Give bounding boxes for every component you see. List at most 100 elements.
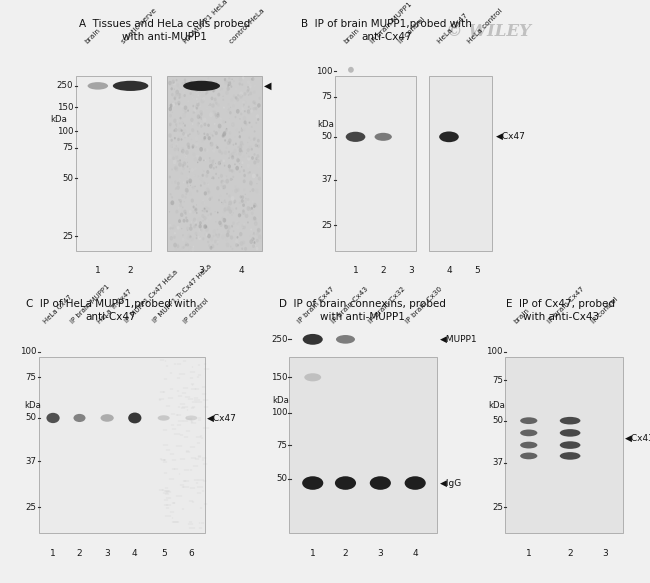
Ellipse shape xyxy=(227,209,229,211)
Ellipse shape xyxy=(178,128,181,132)
Ellipse shape xyxy=(201,119,202,120)
Ellipse shape xyxy=(243,110,245,113)
Ellipse shape xyxy=(226,239,227,241)
Ellipse shape xyxy=(231,208,233,212)
Ellipse shape xyxy=(238,171,239,173)
Ellipse shape xyxy=(194,224,198,228)
Ellipse shape xyxy=(179,203,182,208)
Ellipse shape xyxy=(243,128,246,131)
Ellipse shape xyxy=(254,234,255,236)
Ellipse shape xyxy=(241,107,244,110)
Ellipse shape xyxy=(220,121,222,124)
Ellipse shape xyxy=(230,97,233,101)
Ellipse shape xyxy=(187,110,189,112)
Ellipse shape xyxy=(174,181,177,185)
Ellipse shape xyxy=(227,84,229,87)
Ellipse shape xyxy=(243,223,246,226)
Ellipse shape xyxy=(207,215,209,216)
Ellipse shape xyxy=(187,185,188,187)
Ellipse shape xyxy=(198,129,201,132)
Ellipse shape xyxy=(207,77,209,79)
Text: 25: 25 xyxy=(492,503,503,512)
Ellipse shape xyxy=(174,97,176,100)
Ellipse shape xyxy=(241,108,244,113)
Ellipse shape xyxy=(254,160,257,164)
Ellipse shape xyxy=(439,132,459,142)
Ellipse shape xyxy=(211,163,214,166)
Ellipse shape xyxy=(244,159,245,160)
Text: kDa: kDa xyxy=(50,115,67,124)
Ellipse shape xyxy=(235,239,239,243)
Ellipse shape xyxy=(176,83,179,87)
Ellipse shape xyxy=(183,181,185,184)
Text: kDa: kDa xyxy=(317,120,334,129)
Ellipse shape xyxy=(214,240,217,243)
Ellipse shape xyxy=(245,198,246,199)
Ellipse shape xyxy=(247,80,250,85)
Ellipse shape xyxy=(250,109,253,113)
Ellipse shape xyxy=(258,237,262,242)
Ellipse shape xyxy=(209,164,213,168)
Text: 37: 37 xyxy=(492,458,503,467)
Ellipse shape xyxy=(214,123,216,125)
Ellipse shape xyxy=(175,123,177,126)
Ellipse shape xyxy=(185,416,198,420)
Ellipse shape xyxy=(194,157,198,161)
Ellipse shape xyxy=(213,167,215,170)
Ellipse shape xyxy=(191,178,192,180)
Ellipse shape xyxy=(168,107,172,111)
Ellipse shape xyxy=(220,184,224,188)
Ellipse shape xyxy=(228,201,232,205)
Ellipse shape xyxy=(194,213,195,214)
Ellipse shape xyxy=(211,244,214,248)
Text: © WILEY: © WILEY xyxy=(446,23,530,40)
Text: IP control: IP control xyxy=(591,296,619,324)
Ellipse shape xyxy=(237,222,239,224)
Ellipse shape xyxy=(172,146,173,148)
Ellipse shape xyxy=(188,247,192,252)
Ellipse shape xyxy=(220,195,222,196)
Ellipse shape xyxy=(211,97,213,100)
Ellipse shape xyxy=(184,82,186,84)
Ellipse shape xyxy=(223,175,227,180)
Ellipse shape xyxy=(194,232,198,236)
Ellipse shape xyxy=(196,103,200,107)
Ellipse shape xyxy=(187,175,190,178)
Ellipse shape xyxy=(205,148,209,152)
Ellipse shape xyxy=(196,238,199,241)
Ellipse shape xyxy=(239,92,243,96)
Ellipse shape xyxy=(176,213,177,214)
Ellipse shape xyxy=(199,236,201,238)
Ellipse shape xyxy=(253,107,255,110)
Text: IP brain Cx30: IP brain Cx30 xyxy=(404,286,443,324)
Ellipse shape xyxy=(239,77,242,82)
Ellipse shape xyxy=(209,132,211,135)
Ellipse shape xyxy=(177,182,180,185)
Ellipse shape xyxy=(215,101,218,105)
Ellipse shape xyxy=(170,236,173,241)
Ellipse shape xyxy=(191,128,194,132)
Ellipse shape xyxy=(227,159,228,160)
Text: 3: 3 xyxy=(378,549,384,558)
Ellipse shape xyxy=(244,121,246,124)
Ellipse shape xyxy=(202,85,204,88)
Ellipse shape xyxy=(186,227,189,231)
Ellipse shape xyxy=(255,143,257,147)
Ellipse shape xyxy=(170,202,172,205)
Ellipse shape xyxy=(218,173,220,175)
Ellipse shape xyxy=(189,210,192,213)
FancyBboxPatch shape xyxy=(289,357,437,533)
Ellipse shape xyxy=(198,216,201,220)
Ellipse shape xyxy=(237,111,238,113)
Text: HA-MUPP1 HeLa: HA-MUPP1 HeLa xyxy=(182,0,229,44)
Ellipse shape xyxy=(239,145,242,149)
Ellipse shape xyxy=(184,106,187,110)
Ellipse shape xyxy=(190,198,194,203)
Ellipse shape xyxy=(178,199,179,201)
Ellipse shape xyxy=(196,212,198,214)
Ellipse shape xyxy=(183,129,187,133)
Ellipse shape xyxy=(256,174,258,177)
Ellipse shape xyxy=(205,93,207,96)
Ellipse shape xyxy=(200,229,203,231)
Ellipse shape xyxy=(170,82,172,84)
